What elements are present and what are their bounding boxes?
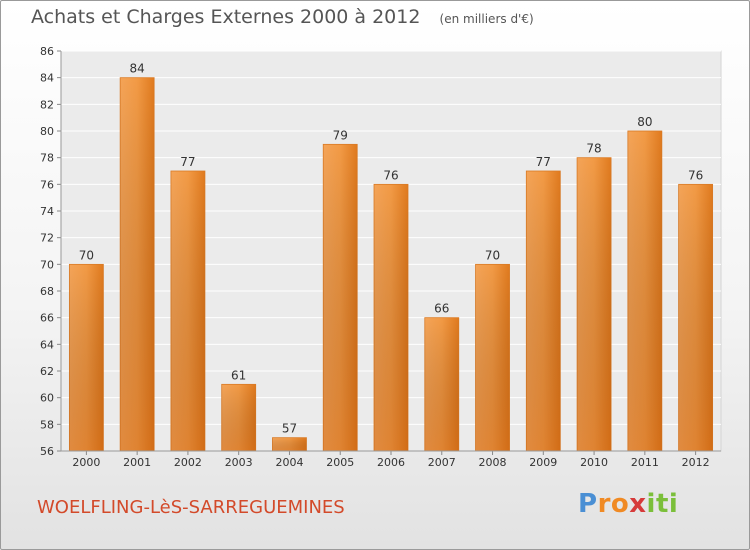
x-tick-label: 2011 [631,456,659,469]
y-tick-label: 56 [40,445,54,458]
logo-letter: i [668,489,679,519]
bar-shade [170,171,205,451]
y-tick-label: 72 [40,232,54,245]
bar-value-label: 78 [586,142,601,156]
logo-letter: i [646,489,656,519]
y-tick-label: 86 [40,45,54,58]
title-row: Achats et Charges Externes 2000 à 2012 (… [31,6,534,28]
x-tick-label: 2005 [326,456,354,469]
y-tick-label: 76 [40,178,54,191]
bar-shade [526,171,561,451]
bar-shade [374,184,408,452]
proxiti-logo: Proxiti [578,489,678,519]
x-tick-label: 2008 [479,456,507,469]
bar-value-label: 80 [637,115,652,129]
bar-shade [627,131,662,451]
bar-value-label: 77 [536,155,551,169]
x-tick-label: 2000 [72,456,100,469]
bar-shade [69,264,104,451]
x-tick-label: 2012 [682,456,710,469]
x-tick-label: 2007 [428,456,456,469]
bar-value-label: 61 [231,368,246,382]
bar-shade [475,264,510,451]
x-tick-label: 2009 [529,456,557,469]
x-tick-label: 2004 [275,456,303,469]
bar-value-label: 84 [130,62,145,76]
logo-letter: P [578,489,598,519]
logo-letter: r [597,489,611,519]
x-tick-label: 2006 [377,456,405,469]
y-tick-label: 58 [40,418,54,431]
y-tick-label: 64 [40,338,54,351]
logo-letter: x [629,489,647,519]
bar-value-label: 77 [180,155,195,169]
bar-value-label: 57 [282,422,297,436]
logo-letter: t [655,489,669,519]
y-tick-label: 62 [40,365,54,378]
logo-letter: o [610,489,630,519]
y-tick-label: 80 [40,125,54,138]
chart-title: Achats et Charges Externes 2000 à 2012 [31,6,421,28]
y-tick-label: 74 [40,205,54,218]
x-tick-label: 2003 [225,456,253,469]
bar-value-label: 70 [485,248,500,262]
commune-name: WOELFLING-LèS-SARREGUEMINES [37,497,345,518]
bar-shade [577,157,612,451]
y-tick-label: 66 [40,312,54,325]
bar-shade [120,77,155,452]
y-tick-label: 84 [40,72,54,85]
bar-value-label: 79 [333,128,348,142]
x-tick-label: 2002 [174,456,202,469]
y-axis: 56 58 60 62 64 66 68 70 72 74 76 78 80 82 84 86 [40,45,62,458]
y-tick-label: 68 [40,285,54,298]
chart-subtitle: (en milliers d'€) [439,12,534,26]
bars: 70 84 77 61 57 79 76 66 70 77 78 80 76 [68,62,714,452]
bar-value-label: 66 [434,302,449,316]
bar-value-label: 76 [383,168,398,182]
x-axis: 2000 2001 2002 2003 2004 2005 2006 2007 2008 2009… [61,450,721,469]
y-tick-label: 78 [40,152,54,165]
bar-shade [272,437,307,451]
bar-shade [221,384,256,451]
y-tick-label: 70 [40,258,54,271]
x-tick-label: 2010 [580,456,608,469]
bar-value-label: 70 [79,248,94,262]
bar-shade [323,144,358,452]
y-tick-label: 82 [40,98,54,111]
y-tick-label: 60 [40,392,54,405]
bar-shade [424,317,459,451]
x-tick-label: 2001 [123,456,151,469]
bar-value-label: 76 [688,168,703,182]
bar-shade [678,184,713,452]
